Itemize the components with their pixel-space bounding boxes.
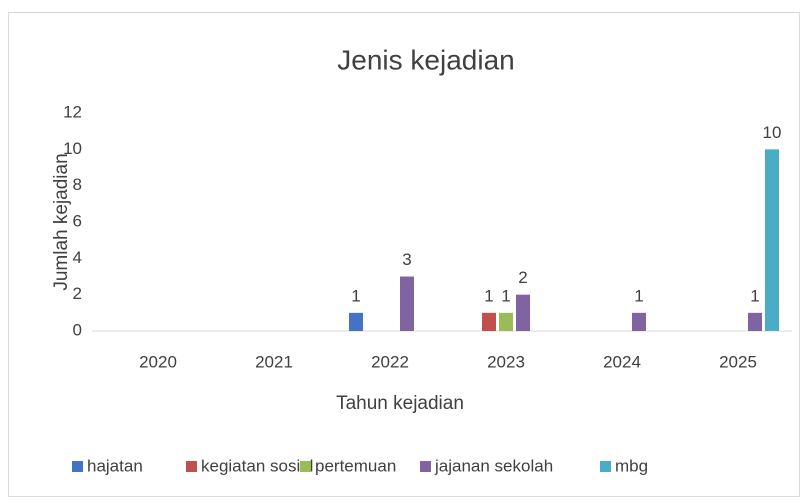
x-tick-label: 2022 [371,352,409,371]
legend-label: pertemuan [315,456,396,475]
data-label: 1 [501,286,510,305]
bar [499,312,513,331]
bar [482,312,496,331]
legend-swatch [600,461,611,472]
x-tick-label: 2025 [719,352,757,371]
bar [400,276,414,331]
data-label: 1 [351,286,360,305]
data-label: 10 [763,123,782,142]
legend-label: kegiatan sosial [201,456,313,475]
x-tick-label: 2024 [603,352,641,371]
data-label: 1 [750,286,759,305]
bar [349,312,363,331]
y-tick-label: 10 [63,139,82,158]
x-axis-title: Tahun kejadian [336,393,464,414]
legend-label: jajanan sekolah [434,456,553,475]
x-tick-label: 2023 [487,352,525,371]
data-label: 2 [518,268,527,287]
y-tick-label: 12 [63,102,82,121]
legend-label: mbg [615,456,648,475]
legend-label: hajatan [87,456,143,475]
x-tick-label: 2020 [139,352,177,371]
chart-title: Jenis kejadian [337,44,514,75]
data-label: 1 [634,286,643,305]
chart-border [8,12,800,497]
y-tick-label: 0 [73,320,82,339]
legend-swatch [72,461,83,472]
y-tick-label: 8 [73,175,82,194]
bar [516,294,530,331]
legend-swatch [300,461,311,472]
y-axis-title: Jumlah kejadian [51,153,72,290]
legend-swatch [186,461,197,472]
y-tick-label: 2 [73,284,82,303]
legend-swatch [420,461,431,472]
bar [765,149,779,331]
bar [632,312,646,331]
data-label: 1 [484,286,493,305]
x-tick-label: 2021 [255,352,293,371]
data-label: 3 [402,250,411,269]
y-tick-label: 6 [73,211,82,230]
y-tick-label: 4 [73,248,82,267]
bar [748,312,762,331]
